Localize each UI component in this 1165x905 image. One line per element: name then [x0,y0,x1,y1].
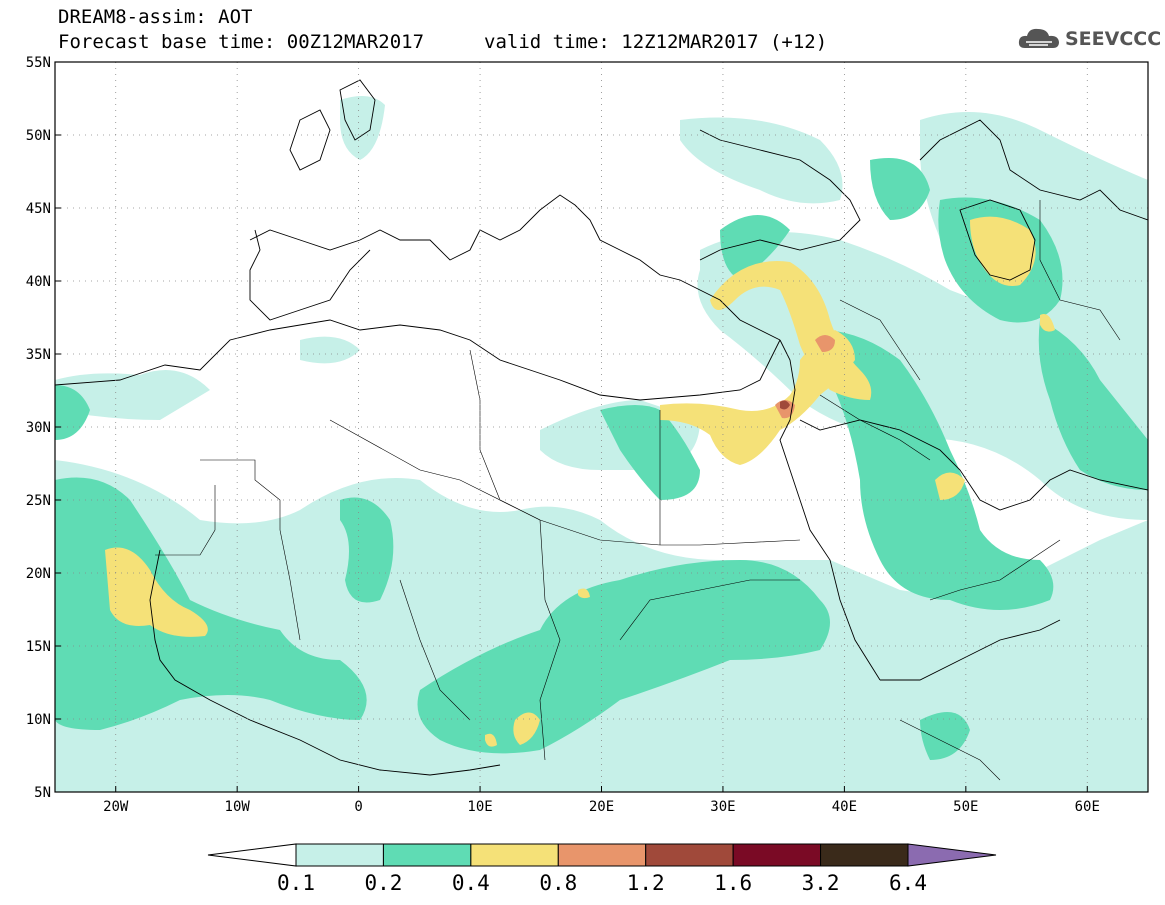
colorbar-swatch [645,843,734,867]
forecast-base-time: Forecast base time: 00Z12MAR2017 [58,31,425,53]
colorbar-label: 0.8 [539,871,577,895]
colorbar-label: 0.4 [452,871,490,895]
colorbar-swatch [382,843,472,867]
lat-tick-label: 35N [26,347,51,363]
lon-axis: 20W 10W 0 10E 20E 30E 40E 50E 60E [103,786,1100,815]
colorbar-label: 0.2 [364,871,402,895]
colorbar-swatch [732,843,822,867]
lat-axis: 55N 50N 45N 40N 35N 30N 25N 20N 15N 10N 5N [26,55,61,801]
lon-tick-label: 50E [953,799,978,815]
aot-field [55,79,1148,792]
colorbar-label: 1.6 [714,871,752,895]
lon-tick-label: 0 [354,799,362,815]
colorbar-label: 1.2 [627,871,665,895]
lat-tick-label: 10N [26,712,51,728]
grid-lines [55,62,1148,792]
lat-tick-label: 45N [26,201,51,217]
lon-tick-label: 30E [710,799,735,815]
lat-tick-label: 20N [26,566,51,582]
cloud-icon [1018,28,1059,48]
colorbar-swatch [470,843,559,867]
aot-band-peak [775,335,835,419]
lat-tick-label: 30N [26,420,51,436]
lat-tick-label: 40N [26,274,51,290]
lon-tick-label: 20E [589,799,614,815]
lat-tick-label: 5N [34,785,51,801]
colorbar-min-arrow [207,843,297,867]
colorbar-max-arrow [907,843,997,867]
lon-tick-label: 40E [832,799,857,815]
lat-tick-label: 50N [26,128,51,144]
lon-tick-label: 20W [103,799,129,815]
valid-time: valid time: 12Z12MAR2017 (+12) [484,31,828,53]
colorbar: 0.1 0.2 0.4 0.8 1.2 1.6 3.2 6.4 [207,843,997,895]
colorbar-label: 6.4 [889,871,927,895]
country-borders [155,200,1121,781]
lat-tick-label: 15N [26,639,51,655]
colorbar-swatch [295,843,384,867]
logo-text: SEEVCCC [1065,28,1162,50]
lon-tick-label: 10W [225,799,251,815]
lat-tick-label: 55N [26,55,51,71]
lon-tick-label: 10E [467,799,492,815]
colorbar-label: 3.2 [802,871,840,895]
coastlines [55,79,1148,776]
seevccc-logo: SEEVCCC [1017,24,1161,54]
aot-band-medium [55,158,1148,760]
colorbar-swatch [820,843,909,867]
colorbar-swatch [557,843,647,867]
lat-tick-label: 25N [26,493,51,509]
lon-tick-label: 60E [1075,799,1100,815]
aot-band-high [105,216,1055,747]
colorbar-label: 0.1 [277,871,315,895]
map-title: DREAM8-assim: AOT [58,6,253,28]
